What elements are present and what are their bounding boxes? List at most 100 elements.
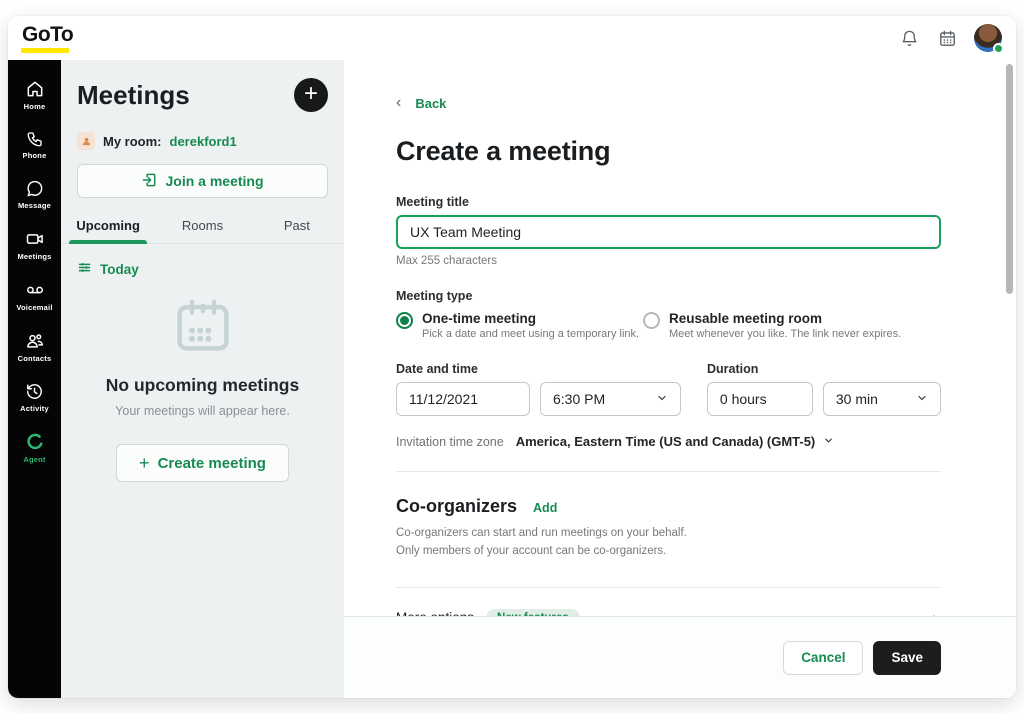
back-label: Back bbox=[415, 95, 447, 111]
form-content: ‹ Back Create a meeting Meeting title Ma… bbox=[344, 60, 1016, 637]
co-organizers-description: Co-organizers can start and run meetings… bbox=[396, 525, 941, 561]
left-nav-rail: Home Phone Message Meetings Voicemail bbox=[8, 60, 61, 698]
sidebar-item-contacts[interactable]: Contacts bbox=[8, 326, 61, 368]
join-a-meeting-label: Join a meeting bbox=[165, 173, 264, 189]
duration-label: Duration bbox=[707, 362, 759, 376]
chat-bubble-icon bbox=[25, 179, 44, 198]
join-a-meeting-button[interactable]: Join a meeting bbox=[77, 164, 328, 198]
tab-label: Past bbox=[283, 218, 310, 233]
filter-sliders-icon bbox=[77, 260, 92, 278]
topbar-actions bbox=[898, 24, 1004, 54]
back-link[interactable]: ‹ Back bbox=[396, 94, 446, 112]
create-meeting-button[interactable]: + Create meeting bbox=[116, 444, 289, 482]
calendar-icon[interactable] bbox=[936, 27, 958, 49]
duration-minutes-value: 30 min bbox=[835, 391, 878, 407]
timezone-value: America, Eastern Time (US and Canada) (G… bbox=[515, 434, 816, 449]
empty-calendar-icon bbox=[168, 292, 238, 363]
topbar: GoTo bbox=[8, 16, 1016, 60]
meetings-panel: Meetings + My room: derekford1 Join a me… bbox=[61, 60, 344, 698]
radio-one-time-meeting[interactable]: One-time meeting Pick a date and meet us… bbox=[396, 311, 643, 340]
section-divider bbox=[396, 471, 941, 472]
panel-tabs: Upcoming Rooms Past bbox=[61, 218, 344, 244]
tab-label: Upcoming bbox=[76, 218, 140, 233]
co-organizers-description-line2: Only members of your account can be co-o… bbox=[396, 544, 667, 557]
panel-title: Meetings bbox=[77, 79, 190, 110]
sidebar-item-activity[interactable]: Activity bbox=[8, 377, 61, 418]
empty-state: No upcoming meetings Your meetings will … bbox=[61, 278, 344, 482]
co-organizers-title: Co-organizers bbox=[396, 496, 518, 516]
activity-history-icon bbox=[25, 382, 44, 401]
date-and-time-label: Date and time bbox=[396, 362, 478, 376]
radio-reusable-meeting-room[interactable]: Reusable meeting room Meet whenever you … bbox=[643, 311, 901, 340]
date-input[interactable] bbox=[396, 382, 530, 416]
sidebar-item-phone[interactable]: Phone bbox=[8, 125, 61, 165]
date-duration-inputs: 6:30 PM 30 min bbox=[396, 382, 941, 416]
radio-unselected-icon bbox=[643, 312, 660, 329]
sidebar-item-label: Meetings bbox=[17, 252, 52, 261]
join-enter-icon bbox=[141, 172, 157, 191]
form-footer: Cancel Save bbox=[344, 616, 1016, 698]
sidebar-item-message[interactable]: Message bbox=[8, 174, 61, 215]
radio-option-label: Reusable meeting room bbox=[669, 311, 823, 326]
radio-option-description: Meet whenever you like. The link never e… bbox=[669, 328, 902, 340]
my-room-label: My room: bbox=[103, 133, 162, 149]
my-room-link[interactable]: derekford1 bbox=[169, 133, 237, 149]
user-avatar[interactable] bbox=[974, 24, 1004, 54]
radio-option-label: One-time meeting bbox=[422, 311, 537, 326]
meeting-title-hint: Max 255 characters bbox=[396, 255, 497, 267]
radio-selected-icon bbox=[396, 312, 413, 329]
app-window: GoTo Home bbox=[8, 16, 1016, 698]
duration-hours-input[interactable] bbox=[706, 382, 813, 416]
timezone-label: Invitation time zone bbox=[396, 434, 504, 449]
vertical-scrollbar-thumb[interactable] bbox=[1006, 64, 1013, 294]
time-select-value: 6:30 PM bbox=[553, 391, 606, 407]
goto-logo-underline bbox=[21, 48, 70, 53]
presence-indicator bbox=[993, 43, 1004, 54]
timezone-select[interactable]: America, Eastern Time (US and Canada) (G… bbox=[516, 434, 835, 449]
timezone-row: Invitation time zone America, Eastern Ti… bbox=[396, 434, 941, 449]
add-co-organizer-link[interactable]: Add bbox=[533, 501, 558, 515]
sidebar-item-label: Agent bbox=[23, 455, 46, 464]
chevron-down-icon bbox=[823, 434, 834, 449]
panel-header: Meetings + bbox=[61, 60, 344, 112]
save-button[interactable]: Save bbox=[873, 640, 941, 675]
chevron-down-icon bbox=[916, 391, 928, 407]
sidebar-item-home[interactable]: Home bbox=[8, 74, 61, 116]
duration-minutes-select[interactable]: 30 min bbox=[822, 382, 941, 416]
sidebar-item-voicemail[interactable]: Voicemail bbox=[8, 275, 61, 317]
new-meeting-plus-button[interactable]: + bbox=[294, 78, 328, 112]
phone-icon bbox=[26, 130, 44, 148]
meeting-title-input[interactable] bbox=[396, 215, 941, 249]
create-meeting-form: ‹ Back Create a meeting Meeting title Ma… bbox=[344, 60, 1016, 698]
home-icon bbox=[25, 79, 45, 99]
meeting-title-label: Meeting title bbox=[396, 195, 469, 209]
goto-logo: GoTo bbox=[20, 23, 75, 53]
tab-label: Rooms bbox=[181, 218, 224, 233]
tab-upcoming[interactable]: Upcoming bbox=[61, 218, 155, 244]
cancel-button[interactable]: Cancel bbox=[783, 640, 864, 675]
co-organizers-description-line1: Co-organizers can start and run meetings… bbox=[396, 527, 687, 539]
person-icon bbox=[77, 132, 95, 150]
time-select[interactable]: 6:30 PM bbox=[540, 382, 681, 416]
meeting-type-label: Meeting type bbox=[396, 289, 473, 303]
tab-rooms[interactable]: Rooms bbox=[155, 218, 249, 243]
section-divider bbox=[396, 586, 941, 588]
notifications-bell-icon[interactable] bbox=[898, 27, 920, 49]
sidebar-item-label: Activity bbox=[20, 404, 49, 413]
video-camera-icon bbox=[25, 229, 45, 249]
empty-state-title: No upcoming meetings bbox=[105, 375, 300, 395]
empty-state-subtitle: Your meetings will appear here. bbox=[115, 404, 290, 418]
date-duration-labels: Date and time Duration bbox=[396, 362, 941, 376]
sidebar-item-label: Voicemail bbox=[16, 303, 53, 312]
sidebar-item-label: Message bbox=[17, 201, 52, 210]
today-label: Today bbox=[100, 261, 139, 277]
my-room-row: My room: derekford1 bbox=[61, 112, 344, 150]
chevron-down-icon bbox=[656, 391, 668, 407]
sidebar-item-label: Home bbox=[23, 102, 46, 111]
sidebar-item-label: Contacts bbox=[17, 354, 52, 363]
voicemail-icon bbox=[25, 280, 45, 300]
agent-icon bbox=[25, 432, 45, 452]
tab-past[interactable]: Past bbox=[250, 218, 344, 243]
sidebar-item-agent[interactable]: Agent bbox=[8, 427, 61, 469]
sidebar-item-meetings[interactable]: Meetings bbox=[8, 224, 61, 266]
